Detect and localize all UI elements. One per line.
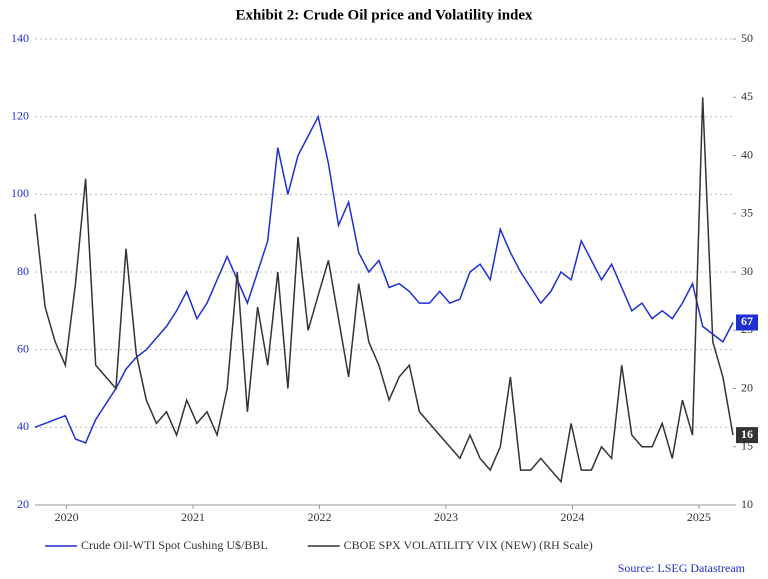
x-tick-label: 2022 <box>308 510 332 524</box>
y2-tick-label: 35 <box>741 206 753 220</box>
y2-tick-label: 20 <box>741 380 753 394</box>
y-tick-label: 80 <box>17 264 29 278</box>
y2-tick-label: 40 <box>741 147 753 161</box>
end-label-box <box>736 314 758 331</box>
y2-tick-label: 50 <box>741 31 753 45</box>
legend-label: CBOE SPX VOLATILITY VIX (NEW) (RH Scale) <box>344 538 593 552</box>
x-tick-label: 2021 <box>181 510 205 524</box>
y-tick-label: 40 <box>17 419 29 433</box>
y-tick-label: 20 <box>17 497 29 511</box>
y2-tick-label: 30 <box>741 264 753 278</box>
x-tick-label: 2025 <box>687 510 711 524</box>
y-tick-label: 100 <box>11 186 29 200</box>
x-tick-label: 2020 <box>55 510 79 524</box>
series-line <box>34 97 734 484</box>
y2-tick-label: 10 <box>741 497 753 511</box>
source: Source: LSEG Datastream <box>618 561 746 575</box>
x-tick-label: 2024 <box>560 510 584 524</box>
legend-label: Crude Oil-WTI Spot Cushing U$/BBL <box>81 538 268 552</box>
y2-tick-label: 45 <box>741 89 753 103</box>
x-tick-label: 2023 <box>434 510 458 524</box>
series-line <box>34 114 734 444</box>
y-tick-label: 60 <box>17 341 29 355</box>
end-label: 16 <box>741 427 753 441</box>
end-label: 67 <box>741 314 753 328</box>
y-tick-label: 120 <box>11 108 29 122</box>
chart-title: Exhibit 2: Crude Oil price and Volatilit… <box>235 7 533 23</box>
y-tick-label: 140 <box>11 31 29 45</box>
end-label-box <box>736 427 758 444</box>
